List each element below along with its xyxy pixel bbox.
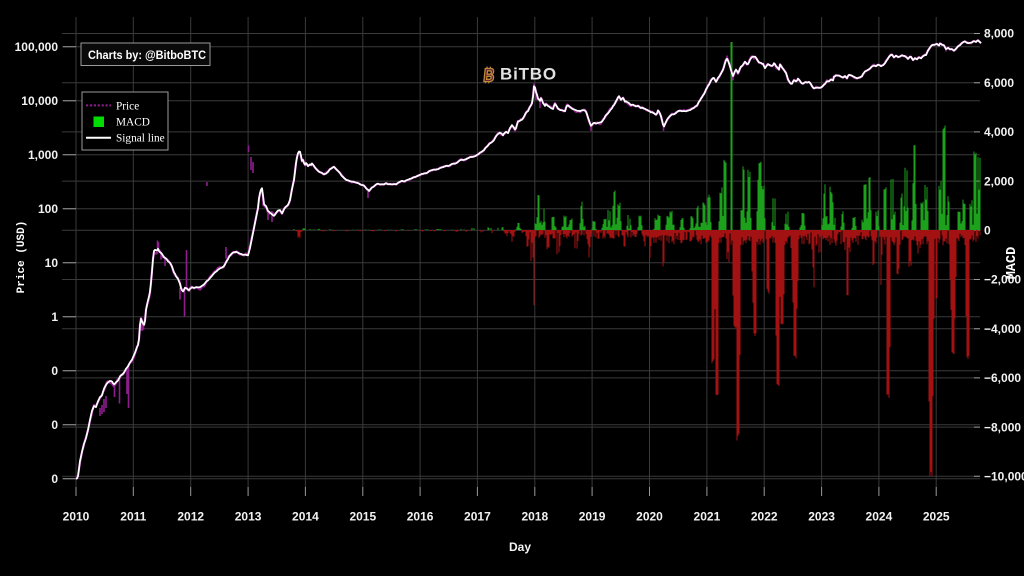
- svg-text:0: 0: [51, 364, 58, 378]
- svg-text:100,000: 100,000: [15, 40, 59, 54]
- svg-text:Signal line: Signal line: [116, 133, 165, 145]
- svg-text:2011: 2011: [120, 510, 146, 524]
- svg-text:2,000: 2,000: [984, 174, 1014, 188]
- svg-text:2010: 2010: [63, 510, 90, 524]
- svg-text:2022: 2022: [751, 510, 778, 524]
- svg-text:MACD: MACD: [1005, 247, 1020, 279]
- svg-text:Day: Day: [509, 540, 531, 554]
- svg-text:2018: 2018: [521, 510, 548, 524]
- svg-text:2023: 2023: [808, 510, 835, 524]
- svg-text:0: 0: [51, 418, 58, 432]
- svg-text:−4,000: −4,000: [984, 322, 1021, 336]
- svg-text:Price (USD): Price (USD): [16, 221, 28, 294]
- svg-text:1,000: 1,000: [28, 148, 58, 162]
- svg-text:2016: 2016: [407, 510, 434, 524]
- svg-text:2024: 2024: [866, 510, 893, 524]
- svg-text:4,000: 4,000: [984, 125, 1014, 139]
- svg-text:2025: 2025: [923, 510, 950, 524]
- svg-text:−10,000: −10,000: [984, 470, 1024, 484]
- svg-text:2017: 2017: [464, 510, 491, 524]
- svg-text:2015: 2015: [349, 510, 376, 524]
- svg-text:10: 10: [45, 256, 59, 270]
- svg-text:Price: Price: [116, 100, 139, 112]
- svg-text:2013: 2013: [235, 510, 262, 524]
- svg-text:100: 100: [38, 202, 58, 216]
- svg-text:2021: 2021: [694, 510, 721, 524]
- svg-text:BiTBO: BiTBO: [500, 65, 557, 84]
- svg-text:2014: 2014: [292, 510, 319, 524]
- svg-text:6,000: 6,000: [984, 76, 1014, 90]
- svg-text:0: 0: [51, 472, 58, 486]
- svg-text:2020: 2020: [636, 510, 663, 524]
- svg-text:Charts by: @BitboBTC: Charts by: @BitboBTC: [88, 48, 206, 62]
- svg-text:1: 1: [51, 310, 58, 324]
- svg-text:−8,000: −8,000: [984, 420, 1021, 434]
- svg-text:8,000: 8,000: [984, 27, 1014, 41]
- svg-text:2019: 2019: [579, 510, 606, 524]
- svg-text:0: 0: [984, 224, 991, 238]
- svg-text:10,000: 10,000: [21, 94, 58, 108]
- svg-text:−6,000: −6,000: [984, 371, 1021, 385]
- svg-text:MACD: MACD: [116, 117, 150, 129]
- svg-text:2012: 2012: [177, 510, 204, 524]
- svg-text:−2,000: −2,000: [984, 273, 1021, 287]
